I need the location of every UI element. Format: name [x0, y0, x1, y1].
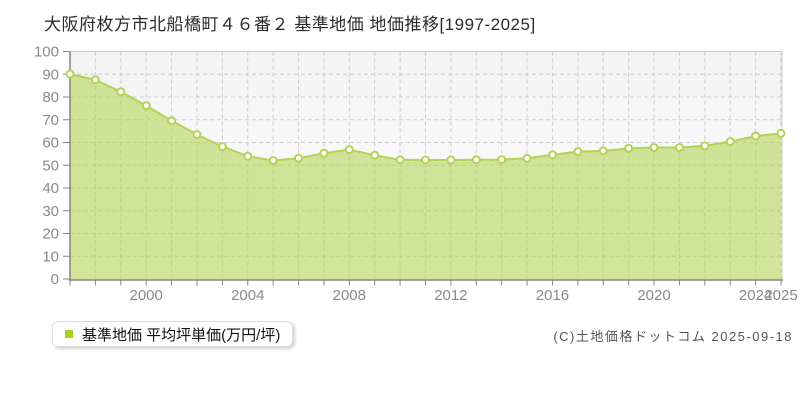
data-point: [446, 155, 456, 165]
data-point: [141, 101, 151, 111]
y-tick-label: 20: [42, 226, 59, 243]
data-point: [268, 156, 278, 165]
y-axis-ticks: 0 10 20 30 40 50 60 70 80 90 100: [34, 44, 70, 288]
y-tick-label: 80: [42, 89, 59, 106]
data-point: [90, 75, 100, 85]
data-point: [725, 137, 735, 147]
data-point: [751, 131, 761, 141]
x-tick-label: 2020: [637, 287, 670, 304]
data-point: [116, 87, 126, 97]
data-point: [344, 145, 354, 155]
data-point: [217, 142, 227, 152]
y-tick-label: 40: [42, 180, 59, 197]
data-point: [548, 150, 557, 160]
data-point: [395, 155, 405, 165]
x-tick-label: 2016: [536, 287, 569, 304]
data-point: [471, 155, 481, 165]
data-point: [243, 151, 253, 161]
x-tick-label: 2000: [129, 287, 162, 304]
legend: 基準地価 平均坪単価(万円/坪): [52, 321, 294, 347]
data-point: [294, 153, 303, 163]
data-point: [573, 147, 583, 157]
data-point: [192, 130, 202, 139]
y-tick-label: 70: [42, 112, 59, 129]
chart-title: 大阪府枚方市北船橋町４６番２ 基準地価 地価推移[1997-2025]: [44, 15, 536, 34]
y-tick-label: 0: [51, 271, 59, 288]
data-points: [65, 69, 786, 165]
y-tick-label: 10: [42, 248, 59, 265]
y-tick-label: 90: [42, 66, 59, 83]
x-tick-label: 2008: [333, 287, 366, 304]
x-tick-label: 2012: [434, 287, 467, 304]
y-tick-label: 30: [42, 203, 59, 220]
y-tick-label: 50: [42, 157, 59, 174]
data-point: [421, 155, 430, 165]
legend-label: 基準地価 平均坪単価(万円/坪): [82, 326, 281, 344]
data-point: [370, 150, 380, 160]
data-point: [624, 143, 634, 153]
y-tick-label: 60: [42, 135, 59, 152]
price-area-fill: [70, 74, 781, 280]
y-tick-label: 100: [34, 44, 59, 61]
data-point: [649, 143, 659, 152]
data-point: [497, 155, 507, 165]
data-point: [598, 146, 608, 156]
data-point: [319, 148, 329, 158]
copyright-note: (C)土地価格ドットコム 2025-09-18: [553, 329, 793, 344]
data-point: [700, 141, 710, 151]
data-point: [522, 153, 532, 163]
data-point: [167, 116, 177, 126]
legend-marker-square: [65, 330, 73, 338]
x-tick-label: 2004: [231, 287, 264, 304]
data-point: [776, 128, 786, 138]
data-point: [65, 69, 75, 79]
data-point: [674, 143, 684, 152]
x-tick-label: 2025: [764, 287, 797, 304]
x-tick-label: 2024: [739, 287, 772, 304]
